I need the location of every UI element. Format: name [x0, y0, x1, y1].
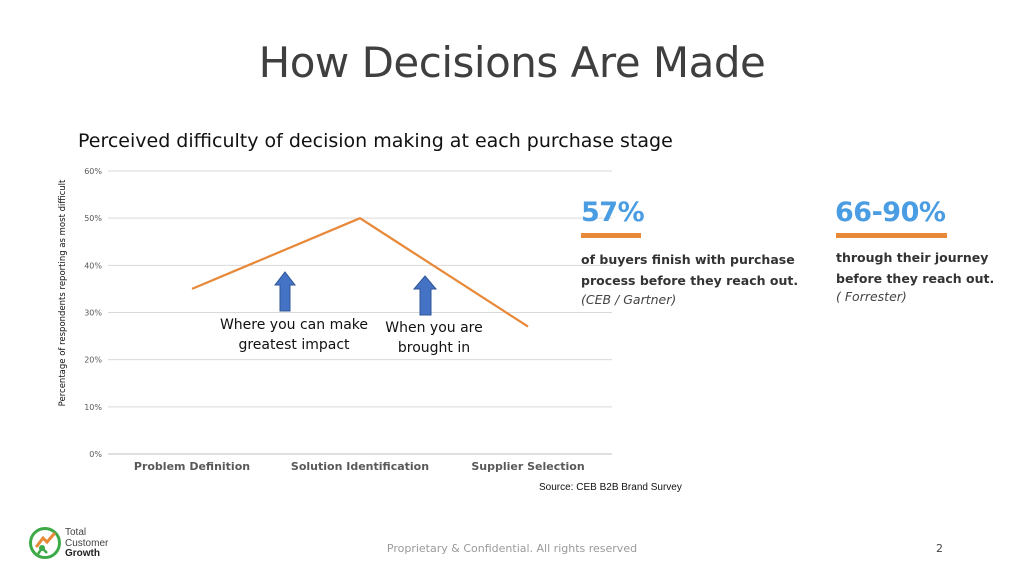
stat-description: of buyers finish with purchase process b… [581, 249, 798, 291]
logo-line-bold: Growth [65, 548, 100, 559]
y-tick-label: 50% [84, 214, 102, 223]
y-tick-label: 30% [84, 309, 102, 318]
up-arrow-icon [412, 275, 438, 316]
y-tick-label: 10% [84, 403, 102, 412]
slide-title: How Decisions Are Made [258, 38, 766, 87]
chart-gridlines [108, 170, 612, 455]
callout-line: Where you can make [219, 317, 369, 333]
page-number: 2 [936, 542, 943, 555]
stat-source: (CEB / Gartner) [581, 292, 677, 307]
stat-underline [836, 233, 947, 238]
callout-greatest-impact: Where you can make greatest impact [214, 315, 374, 355]
stat-line: before they reach out. [836, 271, 995, 286]
y-axis-ticks: 0% 10% 20% 30% 40% 50% 60% [84, 167, 102, 459]
callout-brought-in: When you are brought in [380, 318, 488, 358]
stat-line: through their journey [836, 250, 989, 265]
y-tick-label: 40% [84, 261, 102, 270]
logo-wordmark: Total Customer Growth [65, 527, 109, 560]
stat-underline [581, 233, 641, 238]
callout-line: When you are [385, 320, 483, 336]
callout-line: greatest impact [238, 337, 350, 353]
annotation-arrows [273, 271, 438, 316]
stat-description: through their journey before they reach … [836, 247, 994, 289]
logo-line: Total [65, 527, 87, 538]
logo-line: Customer [65, 537, 109, 549]
company-logo-icon [29, 527, 61, 559]
stat-line: process before they reach out. [581, 273, 799, 288]
logo-line: Growth [65, 548, 108, 560]
up-arrow-icon [273, 271, 297, 312]
stat-number: 57% [581, 197, 645, 228]
y-tick-label: 20% [84, 356, 102, 365]
series-line [191, 217, 529, 328]
x-tick-label: Solution Identification [291, 460, 429, 473]
chart-title: Perceived difficulty of decision making … [78, 130, 673, 152]
x-tick-label: Supplier Selection [471, 460, 584, 473]
stat-source: ( Forrester) [836, 289, 907, 304]
stat-line: of buyers finish with purchase [581, 252, 795, 267]
x-tick-label: Problem Definition [134, 460, 250, 473]
source-note: Source: CEB B2B Brand Survey [539, 482, 682, 493]
callout-line: brought in [397, 340, 471, 356]
x-axis-ticks: Problem Definition Solution Identificatio… [134, 460, 585, 473]
y-tick-label: 60% [84, 167, 102, 176]
y-axis-label: Percentage of respondents reporting as m… [58, 179, 68, 406]
footer-confidential: Proprietary & Confidential. All rights r… [386, 542, 638, 555]
series-lines [191, 217, 529, 328]
y-tick-label: 0% [89, 450, 102, 459]
stat-number: 66-90% [835, 197, 946, 228]
